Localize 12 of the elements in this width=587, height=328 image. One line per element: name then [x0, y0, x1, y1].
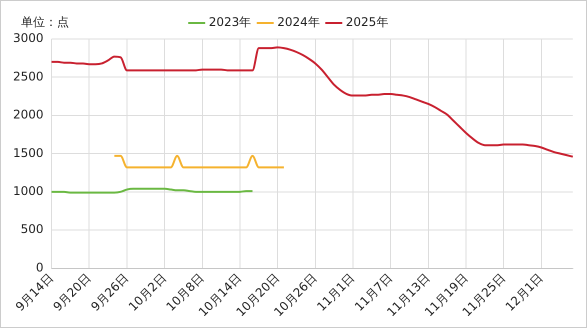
legend-label: 2024年: [277, 15, 320, 30]
y-tick-label: 1000: [12, 184, 44, 198]
legend-label: 2023年: [208, 15, 252, 30]
y-tick-label: 0: [36, 260, 44, 274]
y-tick-label: 500: [20, 222, 44, 236]
y-tick-label: 2500: [12, 69, 44, 84]
y-tick-label: 1500: [12, 146, 44, 160]
y-tick-label: 2000: [12, 108, 44, 122]
text: 单位：点: [21, 15, 69, 30]
legend-label: 2025年: [346, 15, 388, 30]
y-tick-label: 3000: [12, 31, 44, 46]
line-series: [50, 46, 574, 158]
